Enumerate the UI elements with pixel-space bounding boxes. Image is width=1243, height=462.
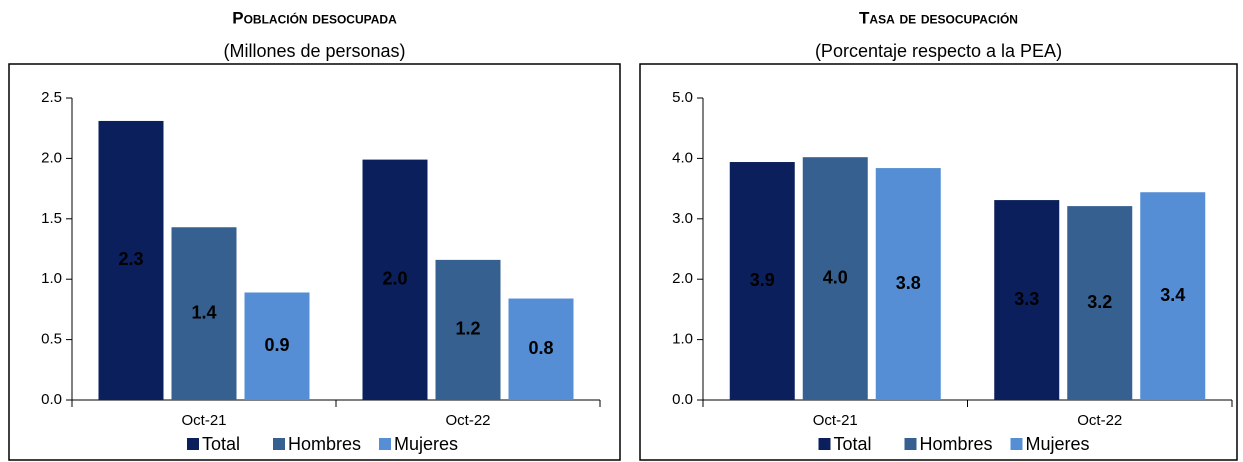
data-label: 3.4	[1160, 285, 1185, 305]
legend-label: Total	[202, 434, 240, 454]
bar	[802, 157, 868, 400]
legend-label: Mujeres	[394, 434, 458, 454]
data-label: 3.8	[896, 273, 921, 293]
bar	[508, 298, 574, 400]
bar	[435, 259, 501, 400]
y-tick-label: 2.0	[41, 149, 62, 166]
data-label: 0.9	[264, 335, 289, 355]
x-tick-label: Oct-21	[813, 412, 858, 429]
y-tick-label: 2.0	[672, 270, 693, 287]
x-tick-label: Oct-22	[1077, 412, 1122, 429]
y-tick-label: 1.0	[672, 331, 693, 348]
data-label: 3.3	[1014, 289, 1039, 309]
y-tick-label: 0.5	[41, 331, 62, 348]
data-label: 0.8	[528, 338, 553, 358]
data-label: 3.2	[1087, 292, 1112, 312]
bar	[729, 162, 795, 400]
data-label: 1.4	[191, 302, 216, 322]
legend-label: Mujeres	[1026, 434, 1090, 454]
y-tick-label: 0.0	[41, 391, 62, 408]
bar	[362, 159, 428, 400]
legend-swatch	[904, 438, 917, 450]
data-label: 4.0	[823, 267, 848, 287]
y-tick-label: 5.0	[672, 89, 693, 106]
panel-border	[639, 63, 1238, 461]
bar	[98, 120, 164, 401]
legend-swatch	[273, 438, 285, 450]
legend-swatch	[187, 438, 199, 450]
legend-swatch	[379, 438, 391, 450]
bar	[171, 227, 237, 400]
x-tick-label: Oct-22	[445, 412, 490, 429]
legend-swatch	[818, 438, 831, 450]
chart-subtitle: (Millones de personas)	[223, 41, 405, 61]
legend-label: Total	[834, 434, 872, 454]
y-tick-label: 0.0	[672, 391, 693, 408]
x-tick-label: Oct-21	[181, 412, 226, 429]
y-tick-label: 3.0	[672, 210, 693, 227]
y-tick-label: 2.5	[41, 89, 62, 106]
legend-label: Hombres	[920, 434, 993, 454]
data-label: 3.9	[750, 270, 775, 290]
panel-border	[8, 63, 621, 461]
chart-subtitle: (Porcentaje respecto a la PEA)	[815, 41, 1062, 61]
legend-swatch	[1010, 438, 1023, 450]
chart-title: Tasa de desocupación	[859, 8, 1018, 27]
bar	[1140, 192, 1206, 400]
bar	[875, 168, 941, 400]
y-tick-label: 1.0	[41, 270, 62, 287]
data-label: 2.0	[382, 269, 407, 289]
bar	[244, 292, 310, 400]
chart-title: Población desocupada	[232, 8, 397, 27]
y-tick-label: 4.0	[672, 149, 693, 166]
y-tick-label: 1.5	[41, 210, 62, 227]
bar	[1067, 206, 1133, 400]
data-label: 2.3	[118, 249, 143, 269]
legend-label: Hombres	[288, 434, 361, 454]
data-label: 1.2	[455, 319, 480, 339]
bar	[994, 200, 1060, 400]
